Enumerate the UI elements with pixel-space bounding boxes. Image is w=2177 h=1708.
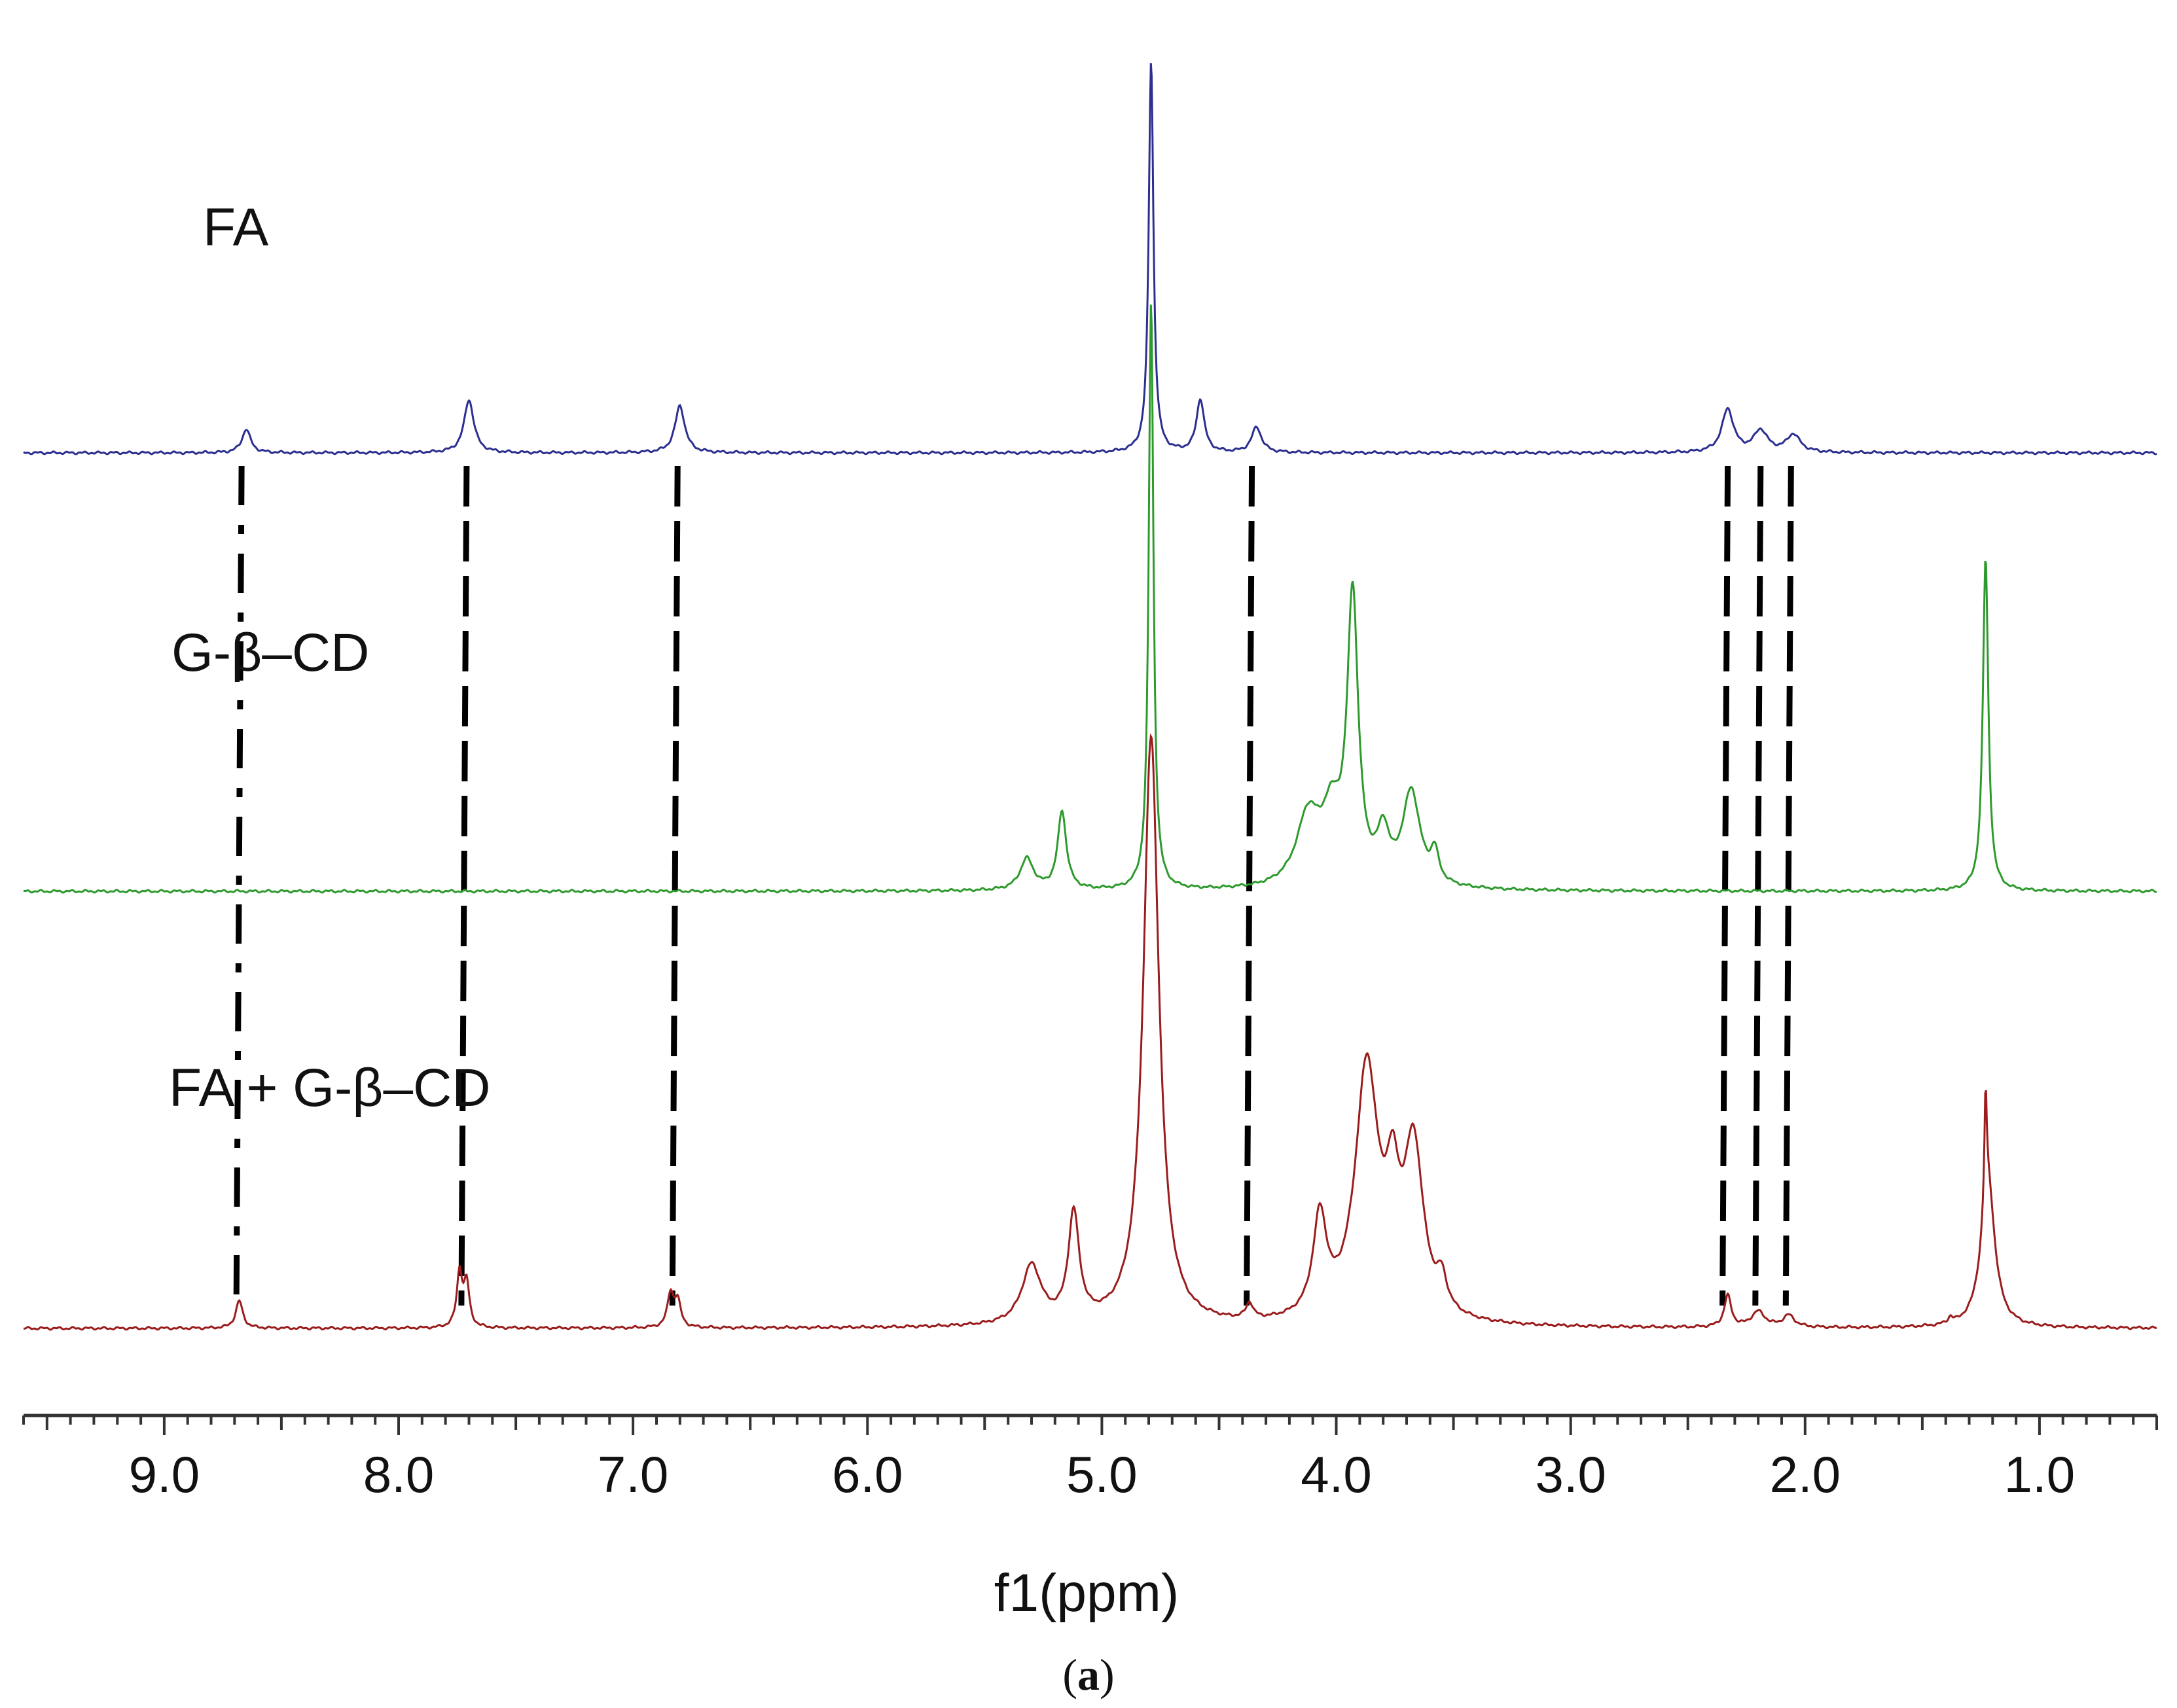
spectrum-traces xyxy=(23,63,2157,1331)
guide-line-2 xyxy=(669,465,681,1306)
x-tick-label: 7.0 xyxy=(598,1446,668,1503)
spectrum-trace-2 xyxy=(23,733,2157,1331)
x-axis-title: f1(ppm) xyxy=(994,1563,1179,1623)
guide-line-6 xyxy=(1782,465,1794,1306)
x-tick-label: 3.0 xyxy=(1535,1446,1606,1503)
x-axis: 9.0 8.0 7.0 6.0 5.0 4.0 3.0 2.0 1.0 xyxy=(22,1414,2158,1503)
spectrum-trace-0 xyxy=(23,63,2157,455)
x-tick-label: 9.0 xyxy=(129,1446,200,1503)
guide-line-0 xyxy=(233,465,245,1306)
guide-line-1 xyxy=(458,465,470,1306)
guide-line-4 xyxy=(1719,465,1731,1306)
x-axis-ticks: 9.0 8.0 7.0 6.0 5.0 4.0 3.0 2.0 1.0 xyxy=(22,1415,2158,1503)
x-tick-label: 5.0 xyxy=(1066,1446,1137,1503)
guide-line-5 xyxy=(1752,465,1764,1306)
x-tick-label: 8.0 xyxy=(363,1446,434,1503)
x-tick-label: 4.0 xyxy=(1301,1446,1371,1503)
trace-label-fa: FA xyxy=(203,198,269,257)
guide-line-3 xyxy=(1244,465,1255,1306)
figure-caption: (a) xyxy=(1062,1650,1114,1699)
spectrum-trace-1 xyxy=(23,304,2157,894)
trace-label-g-beta-cd: G-β–CD xyxy=(171,623,369,683)
x-tick-label: 2.0 xyxy=(1770,1446,1841,1503)
dashed-guide-lines xyxy=(233,465,1794,1306)
x-tick-label: 6.0 xyxy=(832,1446,903,1503)
trace-label-fa-plus-g-beta-cd: FA + G-β–CD xyxy=(169,1058,490,1118)
x-tick-label: 1.0 xyxy=(2004,1446,2075,1503)
